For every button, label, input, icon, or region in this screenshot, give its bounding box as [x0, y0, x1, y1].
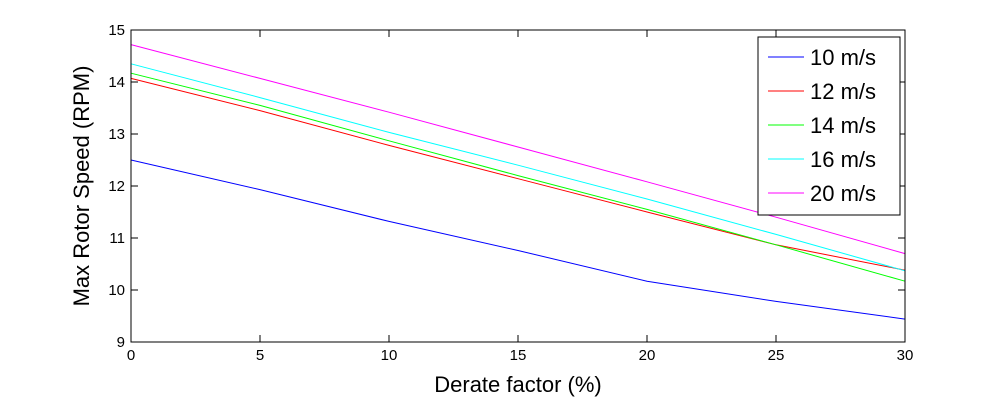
legend-label-4: 16 m/s: [810, 147, 876, 172]
legend-label-3: 14 m/s: [810, 113, 876, 138]
series-line-4: [130, 63, 906, 272]
x-tick-label: 0: [127, 347, 135, 364]
y-tick-label: 9: [117, 334, 125, 351]
x-tick-label: 10: [381, 347, 398, 364]
y-axis-title: Max Rotor Speed (RPM): [69, 66, 94, 307]
x-tick-label: 15: [510, 347, 527, 364]
y-tick-label: 13: [108, 126, 125, 143]
legend-box: [757, 36, 901, 216]
x-tick-label: 25: [768, 347, 785, 364]
y-tick-label: 14: [108, 74, 125, 91]
y-tick-label: 15: [108, 22, 125, 39]
x-tick-label: 5: [256, 347, 264, 364]
legend-label-1: 10 m/s: [810, 45, 876, 70]
series-line-5: [130, 44, 906, 255]
series-line-1: [130, 159, 906, 320]
series-layer: [130, 44, 906, 320]
y-tick-label: 10: [108, 282, 125, 299]
tick-layer: 0 5 10 15 20 25 30 9 10 11 12 13 14 15: [108, 22, 913, 364]
y-tick-label: 12: [108, 178, 125, 195]
series-line-3: [130, 72, 906, 282]
legend-label-5: 20 m/s: [810, 181, 876, 206]
y-tick-label: 11: [109, 230, 125, 247]
legend: 10 m/s 12 m/s 14 m/s 16 m/s 20 m/s: [757, 36, 901, 216]
x-tick-label: 20: [639, 347, 656, 364]
plot-frame: [130, 29, 906, 343]
legend-label-2: 12 m/s: [810, 79, 876, 104]
x-tick-label: 30: [897, 347, 914, 364]
x-axis-title: Derate factor (%): [434, 372, 602, 397]
